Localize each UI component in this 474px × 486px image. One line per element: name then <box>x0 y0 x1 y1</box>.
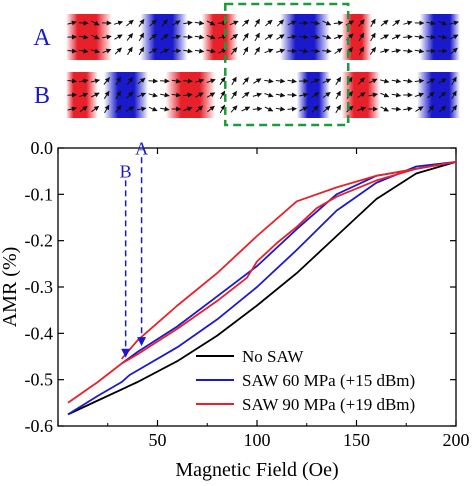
series-line-1 <box>67 161 457 416</box>
highlight-box <box>224 2 350 127</box>
legend-label: SAW 60 MPa (+15 dBm) <box>242 371 415 390</box>
magnetization-arrows <box>67 76 458 114</box>
legend-label: No SAW <box>242 347 304 366</box>
amr-chart: AB 50 100 150 200 -0.6 -0.5 -0.4 -0.3 -0.2 -0.1 0.… <box>0 138 470 481</box>
legend-entry-1: No SAW <box>196 347 304 366</box>
annotation-b: B <box>120 161 132 358</box>
annotation-a: A <box>135 138 148 347</box>
legend-label: SAW 90 MPa (+19 dBm) <box>242 395 415 414</box>
y-tick-label: -0.2 <box>25 231 54 251</box>
legend: No SAW SAW 60 MPa (+15 dBm) SAW 90 MPa (+1… <box>196 347 415 414</box>
x-tick-label: 50 <box>149 430 167 450</box>
series-line-2 <box>67 161 457 416</box>
y-tick-label: -0.4 <box>25 323 54 343</box>
axis-ticks: 50 100 150 200 -0.6 -0.5 -0.4 -0.3 -0.2 -0.1 0.0 <box>25 138 470 450</box>
panel-label-b: B <box>34 83 50 109</box>
annotation-group: AB <box>120 138 148 358</box>
series-group <box>67 161 457 416</box>
domain-panel-a: A <box>33 14 460 60</box>
y-tick-label: -0.3 <box>25 277 54 297</box>
legend-entry-3: SAW 90 MPa (+19 dBm) <box>196 395 415 414</box>
domain-strip <box>66 72 460 118</box>
magnetization-arrows <box>67 18 459 56</box>
domain-panels: AB <box>33 2 460 127</box>
panel-label-a: A <box>33 25 51 51</box>
y-tick-label: -0.5 <box>25 370 54 390</box>
x-tick-label: 200 <box>443 430 470 450</box>
y-tick-label: -0.1 <box>25 184 54 204</box>
x-tick-label: 150 <box>343 430 370 450</box>
legend-entry-2: SAW 60 MPa (+15 dBm) <box>196 371 415 390</box>
domain-panel-b: B <box>34 72 460 118</box>
annotation-label: A <box>135 138 148 158</box>
y-tick-label: 0.0 <box>31 138 54 158</box>
x-axis-label: Magnetic Field (Oe) <box>175 459 338 481</box>
annotation-label: B <box>120 161 132 181</box>
series-line-3 <box>67 161 457 404</box>
y-tick-label: -0.6 <box>25 416 54 436</box>
y-axis-label: AMR (%) <box>0 247 21 328</box>
domain-strip <box>66 14 460 60</box>
x-tick-label: 100 <box>244 430 271 450</box>
